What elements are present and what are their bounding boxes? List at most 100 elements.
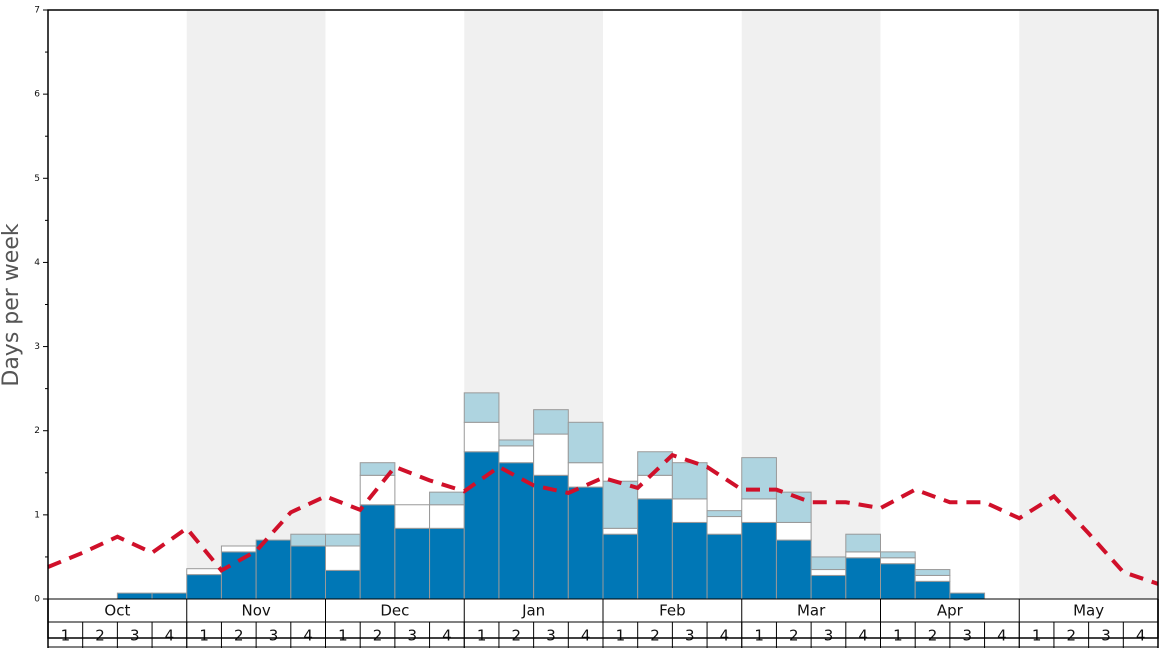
bar-segment	[741, 521, 777, 600]
x-tick-label: 3	[269, 627, 279, 645]
x-tick-label: 2	[789, 627, 799, 645]
bar-segment	[567, 421, 604, 464]
bar-segment	[637, 474, 673, 500]
bar-segment	[914, 574, 951, 582]
bar-segment	[325, 569, 361, 600]
x-tick-label: 2	[234, 627, 244, 645]
bar-segment	[394, 527, 431, 600]
x-tick-label: 1	[754, 627, 764, 645]
x-tick-label: 1	[893, 627, 903, 645]
x-tick-label: 3	[407, 627, 417, 645]
bar-segment	[498, 445, 535, 464]
bar-segment	[671, 521, 708, 600]
y-tick-label: 2	[34, 426, 40, 436]
bar-segment	[463, 421, 500, 453]
y-tick-label: 1	[34, 510, 40, 520]
month-band	[186, 10, 326, 599]
bar-segment	[880, 557, 916, 565]
bar-segment	[429, 527, 465, 600]
x-tick-label: 1	[616, 627, 626, 645]
x-tick-label: 1	[61, 627, 71, 645]
bar-segment	[359, 504, 396, 600]
x-tick-label: 2	[1067, 627, 1077, 645]
bar-segment	[116, 592, 153, 600]
x-tick-label: 4	[303, 627, 313, 645]
x-tick-label: 3	[130, 627, 140, 645]
bar-segment	[290, 533, 326, 547]
month-label: Nov	[241, 602, 270, 620]
bar-segment	[567, 462, 604, 488]
x-tick-label: 1	[1032, 627, 1042, 645]
y-tick-label: 7	[34, 6, 40, 16]
x-tick-label: 3	[546, 627, 556, 645]
bar-segment	[637, 498, 673, 600]
x-tick-label: 2	[928, 627, 938, 645]
x-tick-label: 4	[1136, 627, 1146, 645]
x-tick-label: 2	[512, 627, 522, 645]
month-label: May	[1073, 602, 1104, 620]
bar-segment	[706, 533, 743, 600]
month-label: Dec	[380, 602, 409, 620]
bar-segment	[255, 539, 292, 600]
bar-segment	[914, 569, 951, 576]
bar-segment	[706, 510, 743, 518]
bar-segment	[220, 545, 257, 553]
bar-segment	[741, 498, 777, 523]
bar-segment	[775, 521, 812, 541]
month-label: Oct	[104, 602, 130, 620]
y-tick-label: 0	[34, 595, 40, 605]
bar-segment	[706, 516, 743, 535]
x-tick-label: 4	[720, 627, 730, 645]
month-label: Mar	[797, 602, 826, 620]
bar-segment	[671, 462, 708, 500]
bar-segment	[498, 439, 535, 447]
bar-segment	[845, 533, 881, 553]
bar-segment	[429, 504, 465, 529]
bar-segment	[810, 574, 847, 600]
bar-segment	[880, 563, 916, 600]
bar-segment	[602, 480, 639, 529]
plot-frame	[47, 9, 1159, 639]
bar-segment	[290, 545, 326, 600]
bar-segment	[394, 504, 431, 529]
bar-segment	[880, 551, 916, 559]
month-label: Feb	[659, 602, 686, 620]
trend-line	[47, 452, 1159, 586]
month-label: Jan	[521, 602, 545, 620]
bar-segment	[533, 409, 569, 435]
bar-segment	[186, 568, 222, 576]
x-tick-label: 1	[199, 627, 209, 645]
x-tick-label: 4	[858, 627, 868, 645]
x-tick-label: 4	[997, 627, 1007, 645]
bar-segment	[741, 457, 777, 500]
x-tick-label: 3	[962, 627, 972, 645]
bar-segment	[567, 486, 604, 600]
bar-segment	[463, 392, 500, 423]
bar-segment	[602, 533, 639, 600]
x-tick-label: 3	[685, 627, 695, 645]
bar-segment	[810, 569, 847, 576]
x-tick-label: 3	[824, 627, 834, 645]
bar-segment	[429, 491, 465, 506]
x-tick-label: 1	[477, 627, 487, 645]
bar-segment	[151, 592, 188, 600]
bar-segment	[186, 574, 222, 600]
bar-segment	[359, 462, 396, 476]
bar-segment	[845, 551, 881, 559]
x-tick-label: 3	[1101, 627, 1111, 645]
bar-segment	[602, 527, 639, 535]
bar-segment	[325, 533, 361, 547]
x-tick-label: 2	[95, 627, 105, 645]
month-label: Apr	[937, 602, 964, 620]
bar-segment	[810, 556, 847, 571]
x-tick-label: 4	[581, 627, 591, 645]
x-tick-label: 2	[373, 627, 383, 645]
bar-segment	[463, 451, 500, 600]
x-tick-label: 1	[338, 627, 348, 645]
bar-segment	[671, 498, 708, 523]
x-tick-label: 4	[442, 627, 452, 645]
bar-segment	[775, 539, 812, 600]
bar-segment	[325, 545, 361, 571]
y-tick-label: 3	[34, 342, 40, 352]
